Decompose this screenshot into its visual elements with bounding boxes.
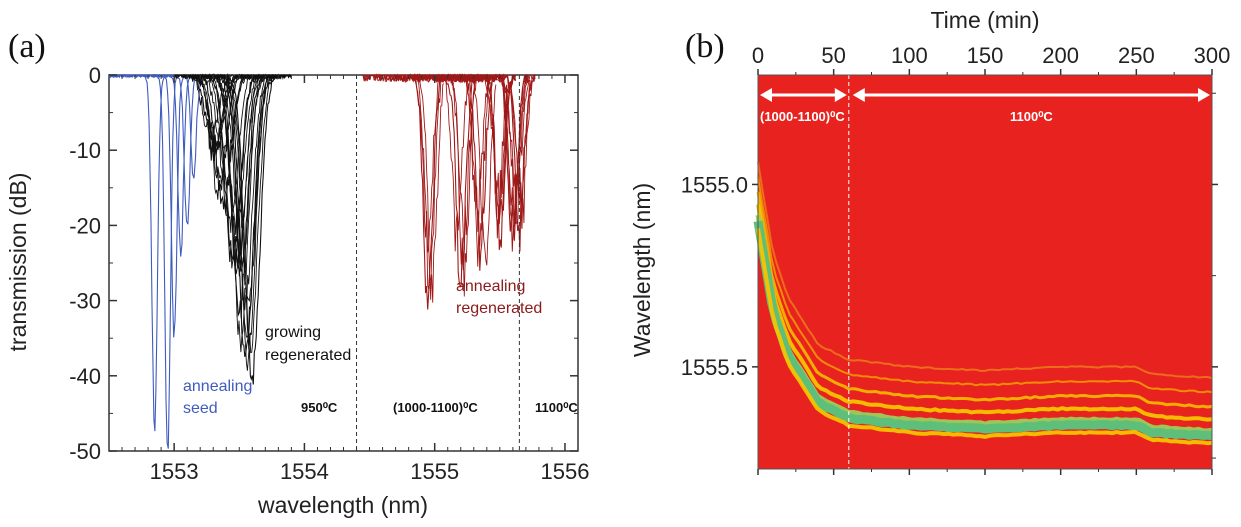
x-tick-label-1: 1554 (280, 459, 329, 484)
panel-a-y-axis-title: transmission (dB) (5, 173, 31, 352)
panel-a-chart: 1553 1554 1555 1556 0 -10 -20 -30 -40 -50 wavelen… (5, 63, 589, 518)
panel-b-chart: 0 50 100 150 200 250 300 1555.0 1555.5 Time (min… (629, 7, 1230, 475)
panel-b-label: (b) (685, 28, 725, 65)
annotation-annealing-regen-2: regenerated (456, 300, 542, 317)
panel-a-label: (a) (8, 28, 46, 65)
b-y-tick-label-0: 1555.0 (681, 172, 748, 197)
b-x-tick-label-0: 0 (752, 43, 764, 68)
b-x-tick-label-6: 300 (1194, 43, 1231, 68)
panel-b-x-axis-title: Time (min) (930, 7, 1039, 33)
b-x-tick-label-3: 150 (967, 43, 1004, 68)
annotation-growing-1: growing (265, 324, 321, 341)
y-tick-label-3: -30 (69, 289, 101, 314)
b-x-tick-label-4: 200 (1042, 43, 1079, 68)
x-tick-label-0: 1553 (150, 459, 199, 484)
b-y-tick-label-1: 1555.5 (681, 355, 748, 380)
annotation-growing-2: regenerated (265, 347, 351, 364)
b-x-tick-label-5: 250 (1118, 43, 1155, 68)
annotation-annealing-regen-1: annealing (456, 278, 525, 295)
b-x-tick-label-1: 50 (821, 43, 845, 68)
b-x-tick-label-2: 100 (891, 43, 928, 68)
annotation-temp-950: 950⁰C (301, 400, 338, 415)
annotation-temp-1100: 1100⁰C (535, 400, 578, 415)
annotation-annealing-seed-1: annealing (183, 378, 252, 395)
y-tick-label-4: -40 (69, 364, 101, 389)
annotation-temp-1000-1100: (1000-1100)⁰C (393, 400, 478, 415)
y-tick-label-0: 0 (89, 63, 101, 88)
annotation-range-1100: 1100⁰C (1010, 109, 1053, 124)
annotation-annealing-seed-2: seed (183, 400, 218, 417)
x-tick-label-2: 1555 (410, 459, 459, 484)
annotation-range-1000-1100: (1000-1100)⁰C (760, 109, 845, 124)
panel-b-y-axis-title: Wavelength (nm) (629, 183, 655, 357)
y-tick-label-5: -50 (69, 439, 101, 464)
panel-a-x-axis-title: wavelength (nm) (257, 492, 428, 518)
y-tick-label-1: -10 (69, 138, 101, 163)
y-tick-label-2: -20 (69, 213, 101, 238)
x-tick-label-3: 1556 (540, 459, 589, 484)
